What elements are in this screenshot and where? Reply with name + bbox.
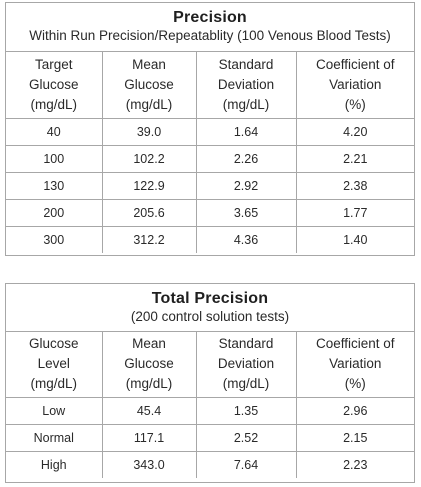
precision-header: Precision Within Run Precision/Repeatabl…	[6, 3, 414, 52]
header-line: Coefficient of	[315, 336, 395, 352]
precision-header-row: Target Glucose (mg/dL) Mean Glucose (mg/…	[6, 52, 414, 119]
table-cell: 2.38	[295, 171, 414, 199]
total-precision-title: Total Precision	[151, 290, 269, 307]
table-cell: 312.2	[101, 225, 196, 253]
table-cell: 117.1	[101, 423, 196, 451]
header-line: Variation	[329, 76, 382, 92]
total-precision-header: Total Precision (200 control solution te…	[6, 284, 414, 332]
header-line: Glucose	[124, 356, 174, 372]
header-line: Standard	[218, 336, 274, 352]
column-header-glucose-level: Glucose Level (mg/dL)	[6, 332, 102, 398]
table-cell: 39.0	[101, 118, 196, 145]
table-cell: 2.26	[195, 144, 296, 172]
header-line: Glucose	[28, 336, 79, 352]
table-cell: 122.9	[101, 171, 196, 199]
table-cell: 1.77	[295, 198, 414, 226]
table-cell: 102.2	[101, 144, 196, 172]
table-cell: 2.52	[195, 423, 296, 451]
table-cell: 2.21	[295, 144, 414, 172]
table-cell: 1.64	[195, 118, 296, 145]
table-cell: 300	[6, 225, 102, 253]
table-row: 200 205.6 3.65 1.77	[6, 198, 414, 226]
table-cell: 7.64	[195, 450, 296, 478]
header-line: (mg/dL)	[30, 96, 77, 112]
column-header-target-glucose: Target Glucose (mg/dL)	[6, 52, 102, 119]
column-header-standard-deviation: Standard Deviation (mg/dL)	[195, 52, 296, 119]
column-header-coefficient-of-variation: Coefficient of Variation (%)	[295, 52, 414, 119]
header-line: Mean	[132, 56, 166, 72]
table-cell: 40	[46, 124, 61, 139]
table-cell: 2.15	[295, 423, 414, 451]
table-cell: 4.36	[195, 225, 296, 253]
total-precision-table: Glucose Level (mg/dL) Mean Glucose (mg/d…	[6, 332, 414, 478]
table-cell: High	[6, 450, 102, 478]
header-line: (%)	[344, 96, 366, 112]
header-line: Standard	[218, 56, 274, 72]
table-cell: 1.40	[295, 225, 414, 253]
precision-subtitle: Within Run Precision/Repeatablity (100 V…	[29, 28, 391, 43]
table-cell: 100	[6, 144, 102, 172]
header-line: (mg/dL)	[222, 376, 270, 392]
header-line: (mg/dL)	[125, 96, 173, 112]
table-cell: 3.65	[195, 198, 296, 226]
header-line: Coefficient of	[315, 56, 395, 72]
header-line: (mg/dL)	[222, 96, 270, 112]
table-row: 130 122.9 2.92 2.38	[6, 171, 414, 199]
table-cell: 200	[6, 198, 102, 226]
table-cell: 45.4	[101, 397, 196, 424]
table-row: 100 102.2 2.26 2.21	[6, 144, 414, 172]
precision-title: Precision	[173, 9, 247, 26]
table-cell: Low	[42, 403, 66, 418]
header-line: Mean	[132, 336, 166, 352]
table-cell: 2.96	[295, 397, 414, 424]
table-cell: 343.0	[101, 450, 196, 478]
table-row: Normal 117.1 2.52 2.15	[6, 423, 414, 451]
table-cell: Normal	[6, 423, 102, 451]
table-cell: 2.23	[295, 450, 414, 478]
table-cell: 2.92	[195, 171, 296, 199]
table-cell: 130	[6, 171, 102, 199]
table-cell: 205.6	[101, 198, 196, 226]
column-header-coefficient-of-variation: Coefficient of Variation (%)	[295, 332, 414, 398]
header-line: Deviation	[217, 76, 275, 92]
header-line: Deviation	[217, 356, 275, 372]
header-line: (mg/dL)	[30, 376, 77, 392]
table-row: Low 45.4 1.35 2.96	[6, 397, 414, 424]
header-line: Target	[34, 56, 73, 72]
column-header-standard-deviation: Standard Deviation (mg/dL)	[195, 332, 296, 398]
header-line: Glucose	[124, 76, 174, 92]
total-precision-table-block: Total Precision (200 control solution te…	[5, 283, 415, 483]
column-header-mean-glucose: Mean Glucose (mg/dL)	[101, 52, 196, 119]
header-line: Glucose	[28, 76, 79, 92]
table-cell: 4.20	[295, 118, 414, 145]
table-cell: 1.35	[195, 397, 296, 424]
table-row: High 343.0 7.64 2.23	[6, 450, 414, 478]
header-line: (mg/dL)	[125, 376, 173, 392]
header-line: (%)	[344, 376, 366, 392]
total-precision-subtitle: (200 control solution tests)	[130, 309, 290, 324]
precision-table-block: Precision Within Run Precision/Repeatabl…	[5, 2, 415, 256]
total-precision-header-row: Glucose Level (mg/dL) Mean Glucose (mg/d…	[6, 332, 414, 398]
header-line: Variation	[329, 356, 382, 372]
precision-table: Target Glucose (mg/dL) Mean Glucose (mg/…	[6, 52, 414, 253]
table-row: 300 312.2 4.36 1.40	[6, 225, 414, 253]
table-row: 40 39.0 1.64 4.20	[6, 118, 414, 145]
header-line: Level	[37, 356, 70, 372]
column-header-mean-glucose: Mean Glucose (mg/dL)	[101, 332, 196, 398]
